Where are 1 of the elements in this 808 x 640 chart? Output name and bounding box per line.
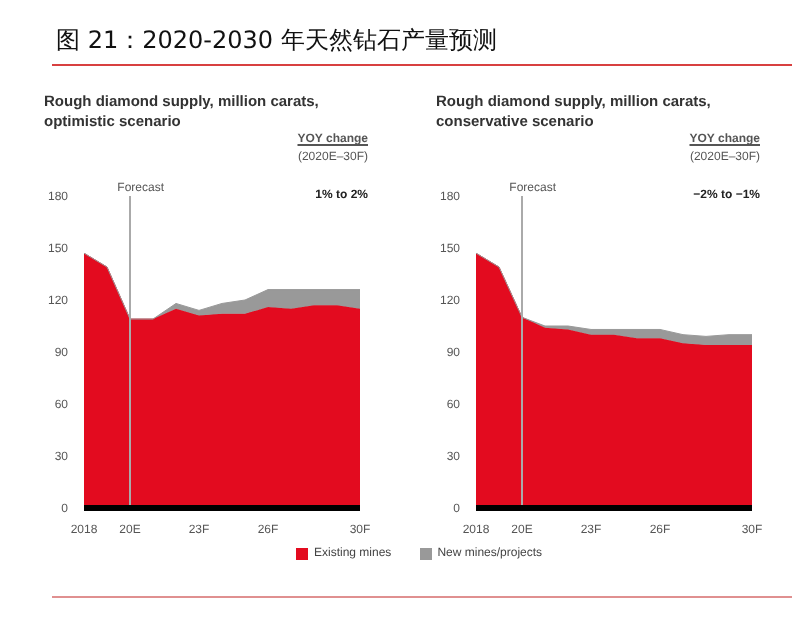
caption: 图 21：2020-2030 年天然钻石产量预测 xyxy=(56,24,497,58)
